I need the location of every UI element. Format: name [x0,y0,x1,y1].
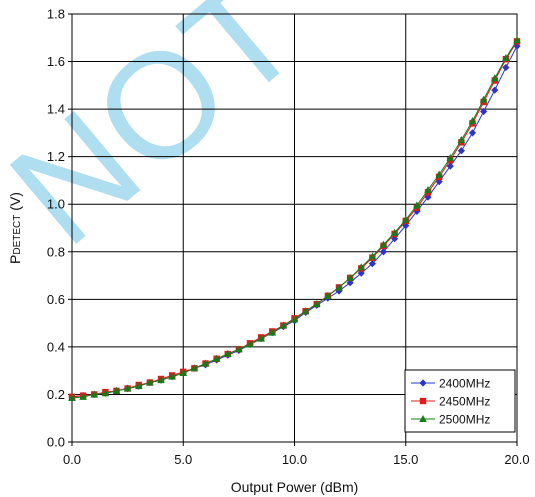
y-tick-label: 0.8 [47,244,65,259]
data-point [390,228,399,236]
data-point [368,252,377,260]
y-tick-label: 0.0 [47,435,65,450]
data-point [335,283,343,291]
gridlines [72,14,517,442]
data-point [201,359,210,367]
y-axis-title-unit: (V) [7,192,23,215]
data-point [491,86,499,94]
watermark-text: NOT [0,0,330,276]
data-point [112,386,121,394]
x-tick-label: 15.0 [393,452,418,467]
y-axis-title-main: P [7,255,23,264]
legend-marker [419,415,427,422]
data-point [435,170,443,178]
y-tick-label: 1.2 [47,149,65,164]
data-point [134,382,143,390]
data-point [490,74,499,82]
y-axis-title-subscript: DETECT [12,215,23,255]
data-point [457,136,466,144]
legend-entry: 2400MHz [411,377,490,391]
data-point [457,147,465,155]
x-tick-label: 0.0 [63,452,81,467]
legend-label: 2400MHz [439,377,490,391]
y-tick-label: 1.6 [47,54,65,69]
data-point [90,390,99,398]
data-point [379,248,388,256]
y-tick-label: 1.4 [47,102,65,117]
data-point [179,369,188,377]
data-point [257,334,265,342]
data-point [235,345,243,353]
data-point [223,350,232,358]
data-point [246,340,254,348]
legend-marker [419,379,427,387]
x-tick-label: 5.0 [174,452,192,467]
data-point [379,240,388,248]
y-tick-label: 1.0 [47,197,65,212]
data-point [401,215,410,223]
watermark: NOT [0,0,330,276]
data-point [346,273,354,281]
data-point [268,328,277,336]
legend: 2400MHz 2450MHz 2500MHz [404,369,516,433]
y-tick-label: 0.6 [47,292,65,307]
data-point [413,201,421,209]
data-point [446,153,455,161]
data-point [146,378,154,386]
data-point [468,117,477,124]
data-point [368,260,376,268]
y-tick-label: 0.4 [47,339,65,354]
legend-entry: 2500MHz [411,413,490,427]
data-point [502,63,510,72]
legend-label: 2450MHz [439,395,490,409]
data-point [357,263,366,271]
data-point [168,372,176,380]
data-point [479,95,488,103]
data-point [301,307,310,315]
legend-label: 2500MHz [439,413,490,427]
x-axis-title: Output Power (dBm) [231,479,359,495]
data-point [212,354,221,362]
data-point [502,53,510,61]
data-point [513,36,521,44]
data-point [79,392,87,400]
data-point [480,107,488,116]
data-point [101,389,110,397]
y-tick-label: 1.8 [47,7,65,22]
data-point [424,185,432,193]
data-point [190,364,199,372]
data-point [446,162,454,170]
data-point [312,300,321,308]
axis-ticks: 0.0 5.0 10.0 15.0 20.0 0.0 0.2 0.4 0.6 0.8 1.0 1.2 1… [47,7,530,468]
data-point [324,291,332,299]
series-2500MHz [68,36,521,402]
legend-marker [419,397,427,405]
data-point [123,384,132,392]
data-point [279,321,288,329]
data-point [290,315,299,323]
x-tick-label: 10.0 [282,452,307,467]
data-point [157,376,165,384]
y-axis-title: PDETECT (V) [7,192,23,264]
legend-entry: 2450MHz [411,395,490,409]
data-point [468,129,477,137]
y-tick-label: 0.2 [47,387,65,402]
series-group [68,36,521,402]
x-tick-label: 20.0 [504,452,529,467]
data-point [68,394,76,402]
